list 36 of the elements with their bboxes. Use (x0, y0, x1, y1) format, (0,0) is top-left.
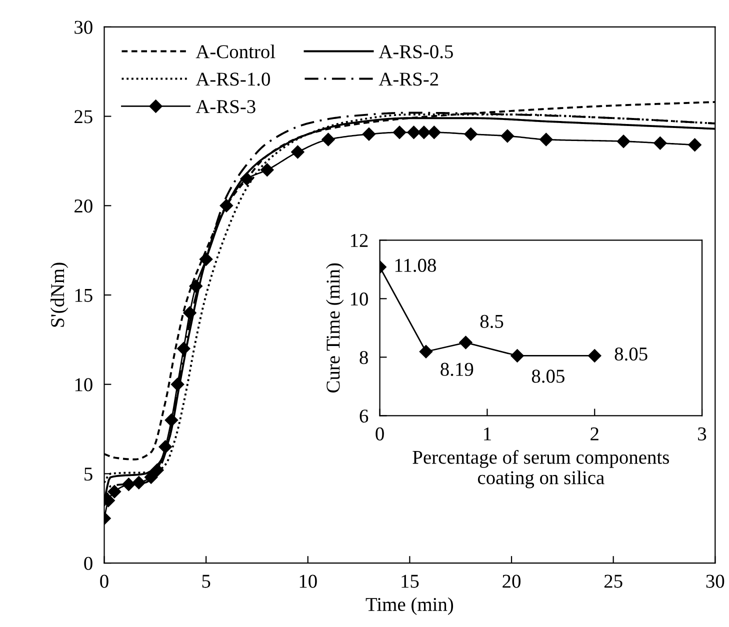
x-tick-label: 5 (202, 574, 210, 588)
y-tick-label: 30 (74, 20, 92, 34)
legend-label: A-RS-1.0 (196, 72, 270, 86)
legend-label: A-RS-2 (378, 72, 438, 86)
data-label: 8.5 (480, 314, 504, 328)
data-label: 8.19 (440, 362, 474, 376)
x-tick-label: 25 (604, 574, 622, 588)
x-tick-label: 2 (590, 427, 598, 440)
y-tick-label: 25 (74, 110, 92, 124)
x-tick-label: 15 (402, 574, 419, 588)
legend-label: A-RS-0.5 (378, 45, 453, 58)
x-tick-label: 0 (376, 427, 384, 440)
x-tick-label: 20 (502, 574, 520, 588)
y-tick-label: 15 (75, 288, 92, 302)
y-tick-label: 10 (75, 378, 92, 392)
data-label: 8.05 (614, 347, 648, 361)
x-axis-title: Time (min) (366, 597, 454, 615)
legend-label: A-RS-3 (196, 100, 256, 114)
y-tick-label: 12 (350, 234, 368, 247)
y-tick-label: 8 (360, 350, 368, 364)
x-tick-label: 1 (484, 427, 491, 440)
x-tick-label: 0 (100, 574, 108, 588)
y-tick-label: 20 (74, 199, 92, 213)
legend-label: A-Control (196, 44, 276, 58)
y-tick-label: 0 (84, 556, 92, 570)
x-tick-label: 3 (698, 427, 706, 440)
y-axis-title: S'(dNm) (50, 262, 68, 327)
x-tick-label: 10 (300, 574, 317, 588)
x-tick-label: 30 (706, 574, 724, 588)
data-label: 8.05 (532, 370, 564, 383)
y-tick-label: 10 (350, 292, 368, 306)
data-label: 11.08 (395, 258, 436, 272)
y-tick-label: 6 (360, 410, 368, 423)
y-tick-label: 5 (84, 468, 92, 481)
y-axis-title: Cure Time (min) (326, 263, 344, 392)
x-axis-title: Percentage of serum components coating on silica (412, 450, 669, 488)
